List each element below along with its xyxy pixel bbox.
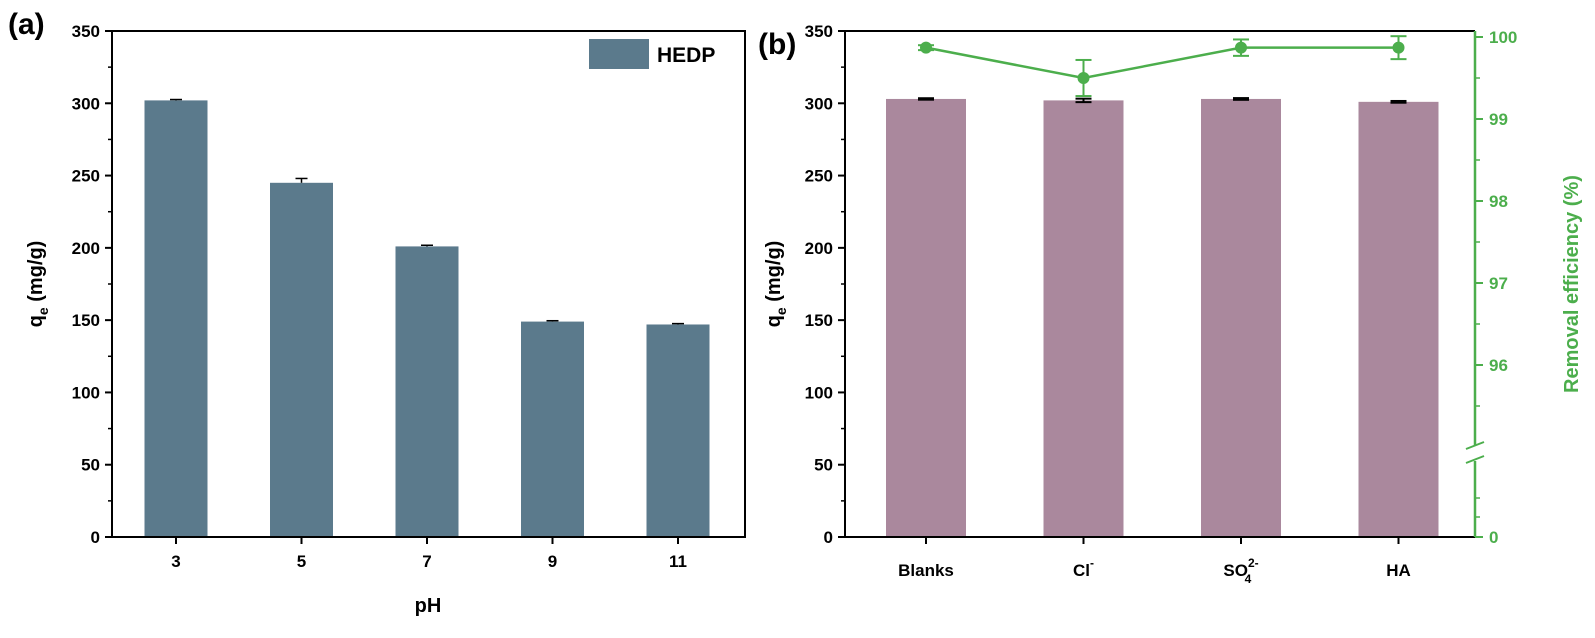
y-tick-label: 200 [72, 239, 100, 258]
removal-point [1077, 72, 1090, 84]
x-tick-label: 11 [669, 552, 687, 571]
legend-label: HEDP [657, 44, 715, 67]
bar-3 [144, 100, 208, 537]
bar-error-HA [1390, 99, 1407, 104]
y-tick-label: 0 [824, 528, 833, 547]
y-tick-label: 350 [72, 22, 100, 41]
x-tick-label: Cl- [1073, 556, 1094, 580]
y-tick-label: 150 [805, 311, 833, 330]
bar-error-Blanks [918, 97, 934, 101]
y-tick-label: 250 [72, 167, 100, 186]
removal-efficiency-line [925, 46, 1399, 80]
x-tick-label: Blanks [898, 561, 954, 580]
x-tick-label: 7 [422, 552, 431, 571]
error-bar-9 [546, 319, 559, 322]
y-tick-label: 350 [805, 22, 833, 41]
error-bar-7 [421, 244, 433, 247]
right-tick-label: 96 [1489, 356, 1508, 375]
y-tick-label: 50 [814, 456, 833, 475]
bar-error-SO [1233, 97, 1249, 101]
panel-label-a: (a) [8, 8, 45, 41]
error-bar-3 [170, 98, 182, 101]
x-axis-title-a: pH [415, 595, 442, 617]
y-tick-label: 150 [72, 311, 100, 330]
right-tick-label: 100 [1489, 28, 1517, 47]
panel-label-b: (b) [758, 28, 796, 61]
y-tick-label: 300 [805, 94, 833, 113]
right-tick-label: 98 [1489, 192, 1508, 211]
y-tick-label: 100 [805, 383, 833, 402]
error-bar-11 [672, 322, 684, 325]
y-axis-title-left-b: qe (mg/g) [763, 241, 789, 328]
x-tick-label: 9 [548, 552, 557, 571]
panel-b: (b) 0 50 100 150 200 250 300 350 96 97 98 99 100 0 Blan… [758, 22, 1583, 586]
x-tick-label: 5 [297, 552, 306, 571]
legend-swatch [589, 39, 649, 69]
right-tick-label: 99 [1489, 110, 1508, 129]
panel-a: (a) 0 50 100 150 200 250 300 350 3 5 7 9 11 pH qe (mg/g… [8, 8, 746, 617]
bar-Blanks [886, 98, 966, 537]
bar-7 [395, 246, 459, 537]
y-tick-label: 100 [72, 383, 100, 402]
error-bar-5 [295, 177, 308, 183]
bar-Cl [1043, 100, 1124, 537]
right-tick-label: 97 [1489, 274, 1508, 293]
y-tick-label: 50 [81, 456, 100, 475]
y-tick-label: 0 [91, 528, 100, 547]
y-tick-label: 300 [72, 94, 100, 113]
y-axis-title-right-b: Removal efficiency (%) [1561, 175, 1583, 393]
y-tick-label: 200 [805, 239, 833, 258]
bar-5 [270, 182, 333, 538]
removal-point [1235, 41, 1247, 54]
right-tick-label-zero: 0 [1489, 528, 1498, 547]
axis-break-mark [1465, 441, 1485, 450]
axis-break-mark [1465, 455, 1485, 464]
removal-point [1392, 41, 1405, 54]
bar-HA [1358, 101, 1439, 537]
bar-error-Cl [1075, 97, 1092, 104]
y-axis-title-a: qe (mg/g) [25, 241, 51, 328]
bar-SO [1201, 98, 1281, 537]
bar-9 [521, 321, 584, 537]
y-tick-label: 250 [805, 167, 833, 186]
removal-point [920, 41, 932, 54]
x-tick-label: HA [1386, 561, 1411, 580]
bar-11 [646, 324, 710, 537]
x-tick-label: 3 [171, 552, 180, 571]
x-tick-label: SO2-4 [1223, 556, 1258, 586]
